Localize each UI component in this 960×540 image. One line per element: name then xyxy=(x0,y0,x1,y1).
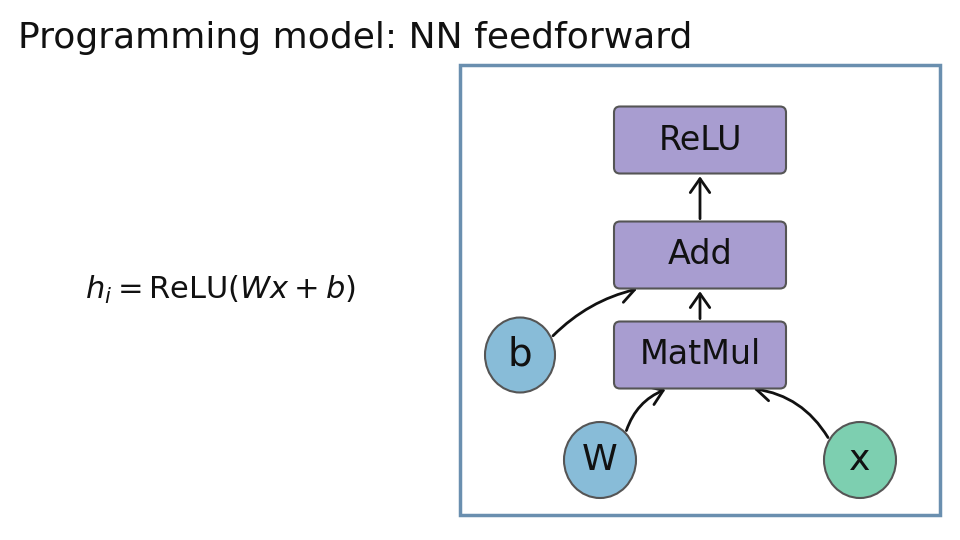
FancyBboxPatch shape xyxy=(614,221,786,288)
FancyBboxPatch shape xyxy=(614,106,786,173)
Bar xyxy=(460,65,940,515)
Ellipse shape xyxy=(824,422,896,498)
Text: x: x xyxy=(850,443,871,477)
FancyArrowPatch shape xyxy=(626,387,663,430)
Ellipse shape xyxy=(564,422,636,498)
Text: Programming model: NN feedforward: Programming model: NN feedforward xyxy=(18,21,692,55)
FancyArrowPatch shape xyxy=(690,179,709,219)
Text: ReLU: ReLU xyxy=(659,124,742,157)
FancyArrowPatch shape xyxy=(756,381,828,437)
Text: MatMul: MatMul xyxy=(639,339,760,372)
Text: $h_i = \mathrm{ReLU}(Wx + b)$: $h_i = \mathrm{ReLU}(Wx + b)$ xyxy=(84,274,355,306)
Text: W: W xyxy=(582,443,618,477)
FancyArrowPatch shape xyxy=(690,294,709,319)
FancyBboxPatch shape xyxy=(614,321,786,388)
Ellipse shape xyxy=(485,318,555,393)
FancyArrowPatch shape xyxy=(553,284,635,336)
Text: Add: Add xyxy=(667,239,732,272)
Text: b: b xyxy=(508,336,532,374)
